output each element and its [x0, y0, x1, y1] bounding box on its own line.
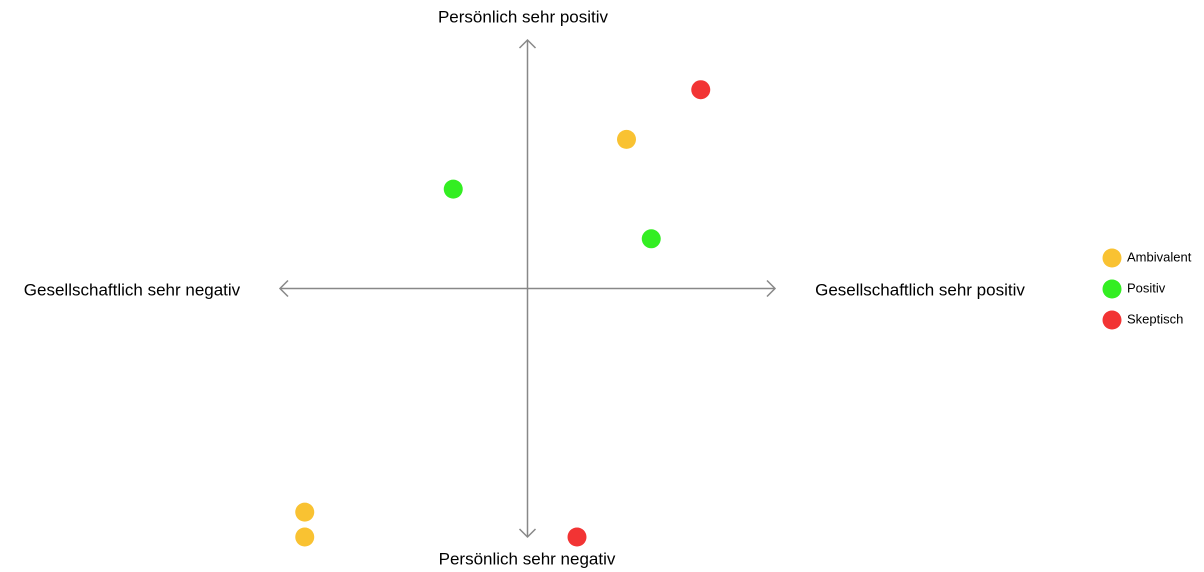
arrow-top	[518, 38, 537, 49]
point	[691, 80, 711, 100]
legend-marker	[1102, 279, 1122, 299]
point	[617, 129, 636, 149]
axis-label-top: Persönlich sehr positiv	[438, 7, 609, 26]
arrow-right	[766, 279, 777, 298]
axis-label-left: Gesellschaftlich sehr negativ	[24, 280, 241, 299]
legend-label: Positiv	[1127, 280, 1166, 295]
legend-label: Skeptisch	[1127, 311, 1183, 326]
point	[295, 502, 315, 522]
point	[641, 229, 661, 249]
legend-label: Ambivalent	[1127, 249, 1192, 264]
point	[443, 179, 463, 199]
arrow-left	[278, 279, 289, 298]
legend-marker	[1102, 310, 1122, 330]
arrow-bottom	[518, 528, 537, 539]
point	[567, 527, 587, 547]
axis-label-right: Gesellschaftlich sehr positiv	[815, 280, 1025, 299]
legend-marker	[1102, 248, 1122, 268]
point	[295, 527, 315, 547]
axis-label-bottom: Persönlich sehr negativ	[439, 549, 616, 568]
